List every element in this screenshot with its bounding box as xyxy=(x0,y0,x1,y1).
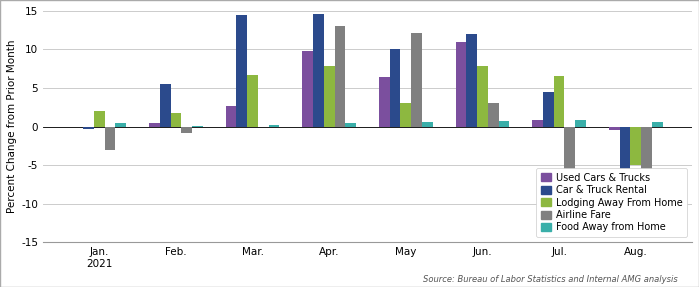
Bar xyxy=(390,49,401,127)
Bar xyxy=(466,34,477,127)
Bar xyxy=(652,122,663,127)
Bar xyxy=(171,113,181,127)
Bar xyxy=(345,123,356,127)
Bar xyxy=(268,125,280,127)
Bar xyxy=(422,122,433,127)
Bar xyxy=(226,106,236,127)
Bar xyxy=(477,66,488,127)
Bar xyxy=(488,103,498,127)
Legend: Used Cars & Trucks, Car & Truck Rental, Lodging Away From Home, Airline Fare, Fo: Used Cars & Trucks, Car & Truck Rental, … xyxy=(536,168,687,237)
Bar xyxy=(105,127,115,150)
Bar xyxy=(619,127,630,203)
Bar xyxy=(575,120,586,127)
Bar xyxy=(303,51,313,127)
Bar xyxy=(379,77,390,127)
Bar xyxy=(401,103,411,127)
Bar xyxy=(498,121,510,127)
Bar xyxy=(247,75,258,127)
Bar xyxy=(554,76,565,127)
Bar xyxy=(565,127,575,169)
Bar xyxy=(411,32,422,127)
Bar xyxy=(335,26,345,127)
Bar xyxy=(532,120,543,127)
Bar xyxy=(456,42,466,127)
Text: Source: Bureau of Labor Statistics and Internal AMG analysis: Source: Bureau of Labor Statistics and I… xyxy=(424,275,678,284)
Bar xyxy=(149,123,160,127)
Bar xyxy=(83,127,94,129)
Bar xyxy=(192,126,203,127)
Bar xyxy=(94,111,105,127)
Y-axis label: Percent Change from Prior Month: Percent Change from Prior Month xyxy=(7,40,17,213)
Bar xyxy=(181,127,192,133)
Bar xyxy=(641,127,652,219)
Bar xyxy=(160,84,171,127)
Bar xyxy=(543,92,554,127)
Bar xyxy=(236,15,247,127)
Bar xyxy=(609,127,619,130)
Bar xyxy=(324,66,335,127)
Bar xyxy=(115,123,126,127)
Bar xyxy=(630,127,641,165)
Bar xyxy=(313,14,324,127)
